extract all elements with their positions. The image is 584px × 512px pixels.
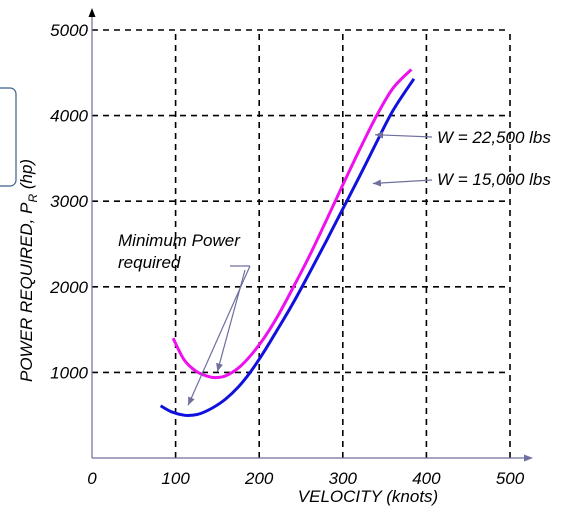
x-axis-label: VELOCITY (knots) [298,487,438,506]
y-tick-label-4000: 4000 [50,107,88,126]
y-tick-label-1000: 1000 [50,363,88,382]
x-tick-label-100: 100 [161,469,190,488]
x-axis-arrow [524,455,533,462]
annotation-minimum-power-line2: required [118,253,181,272]
y-tick-label-2000: 2000 [49,278,88,297]
x-tick-label-200: 200 [244,469,274,488]
w-15000-arrowhead [373,180,381,187]
y-axis-label-subscript: R [26,194,40,203]
y-axis-arrow [89,8,96,17]
y-axis-label: POWER REQUIRED, PR (hp) [17,159,40,382]
x-tick-label-300: 300 [329,469,358,488]
y-axis-label-main: POWER REQUIRED, P [17,202,36,382]
w-22500-leader [375,135,432,137]
w-15000-leader [373,180,432,184]
y-tick-labels: 1000 2000 3000 4000 5000 [49,21,88,382]
annotation-minimum-power: Minimum Power [118,231,241,250]
x-tick-label-0: 0 [87,469,97,488]
annotation-w-15000: W = 15,000 lbs [437,170,551,189]
annotation-w-22500: W = 22,500 lbs [437,128,551,147]
x-tick-label-400: 400 [412,469,441,488]
min-power-leader-b [217,270,245,372]
x-tick-label-500: 500 [496,469,525,488]
left-edge-box [0,88,16,186]
x-tick-labels: 0 100 200 300 400 500 [87,469,524,488]
y-tick-label-3000: 3000 [50,192,88,211]
y-tick-label-5000: 5000 [50,21,88,40]
y-axis-label-unit: (hp) [17,159,36,194]
